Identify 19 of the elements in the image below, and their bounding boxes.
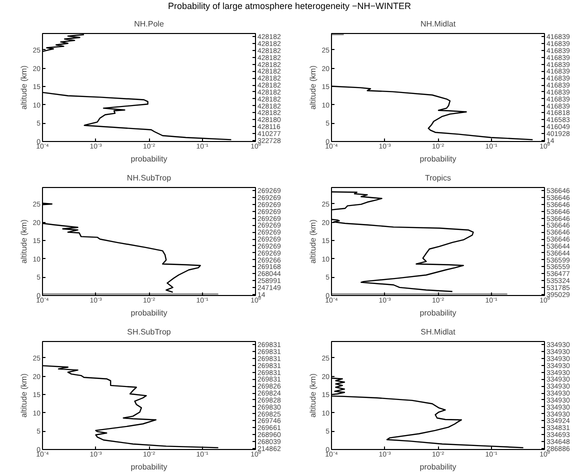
- x-axis-title: probability: [130, 308, 168, 318]
- x-axis-title: probability: [130, 462, 168, 472]
- y-axis-title: altitude (km): [308, 65, 318, 110]
- chart-title: SH.SubTrop: [127, 328, 172, 336]
- chart-title: NH.SubTrop: [126, 174, 172, 182]
- x-axis-title: probability: [130, 154, 168, 164]
- chart-title: SH.Midlat: [420, 328, 456, 336]
- y-axis-title: altitude (km): [20, 219, 29, 264]
- y-axis-title: altitude (km): [308, 373, 318, 418]
- chart-title: NH.Midlat: [420, 20, 456, 28]
- chart-title: NH.Pole: [134, 20, 164, 28]
- x-axis-title: probability: [420, 308, 456, 318]
- y-axis-title: altitude (km): [20, 373, 29, 418]
- y-axis-title: altitude (km): [20, 65, 29, 110]
- chart-title: Tropics: [425, 174, 451, 182]
- x-axis-title: probability: [420, 462, 456, 472]
- x-axis-title: probability: [420, 154, 456, 164]
- y-axis-title: altitude (km): [308, 219, 318, 264]
- text: Probability of large atmosphere heterogeneity −NH−WINTER: [168, 0, 412, 13]
